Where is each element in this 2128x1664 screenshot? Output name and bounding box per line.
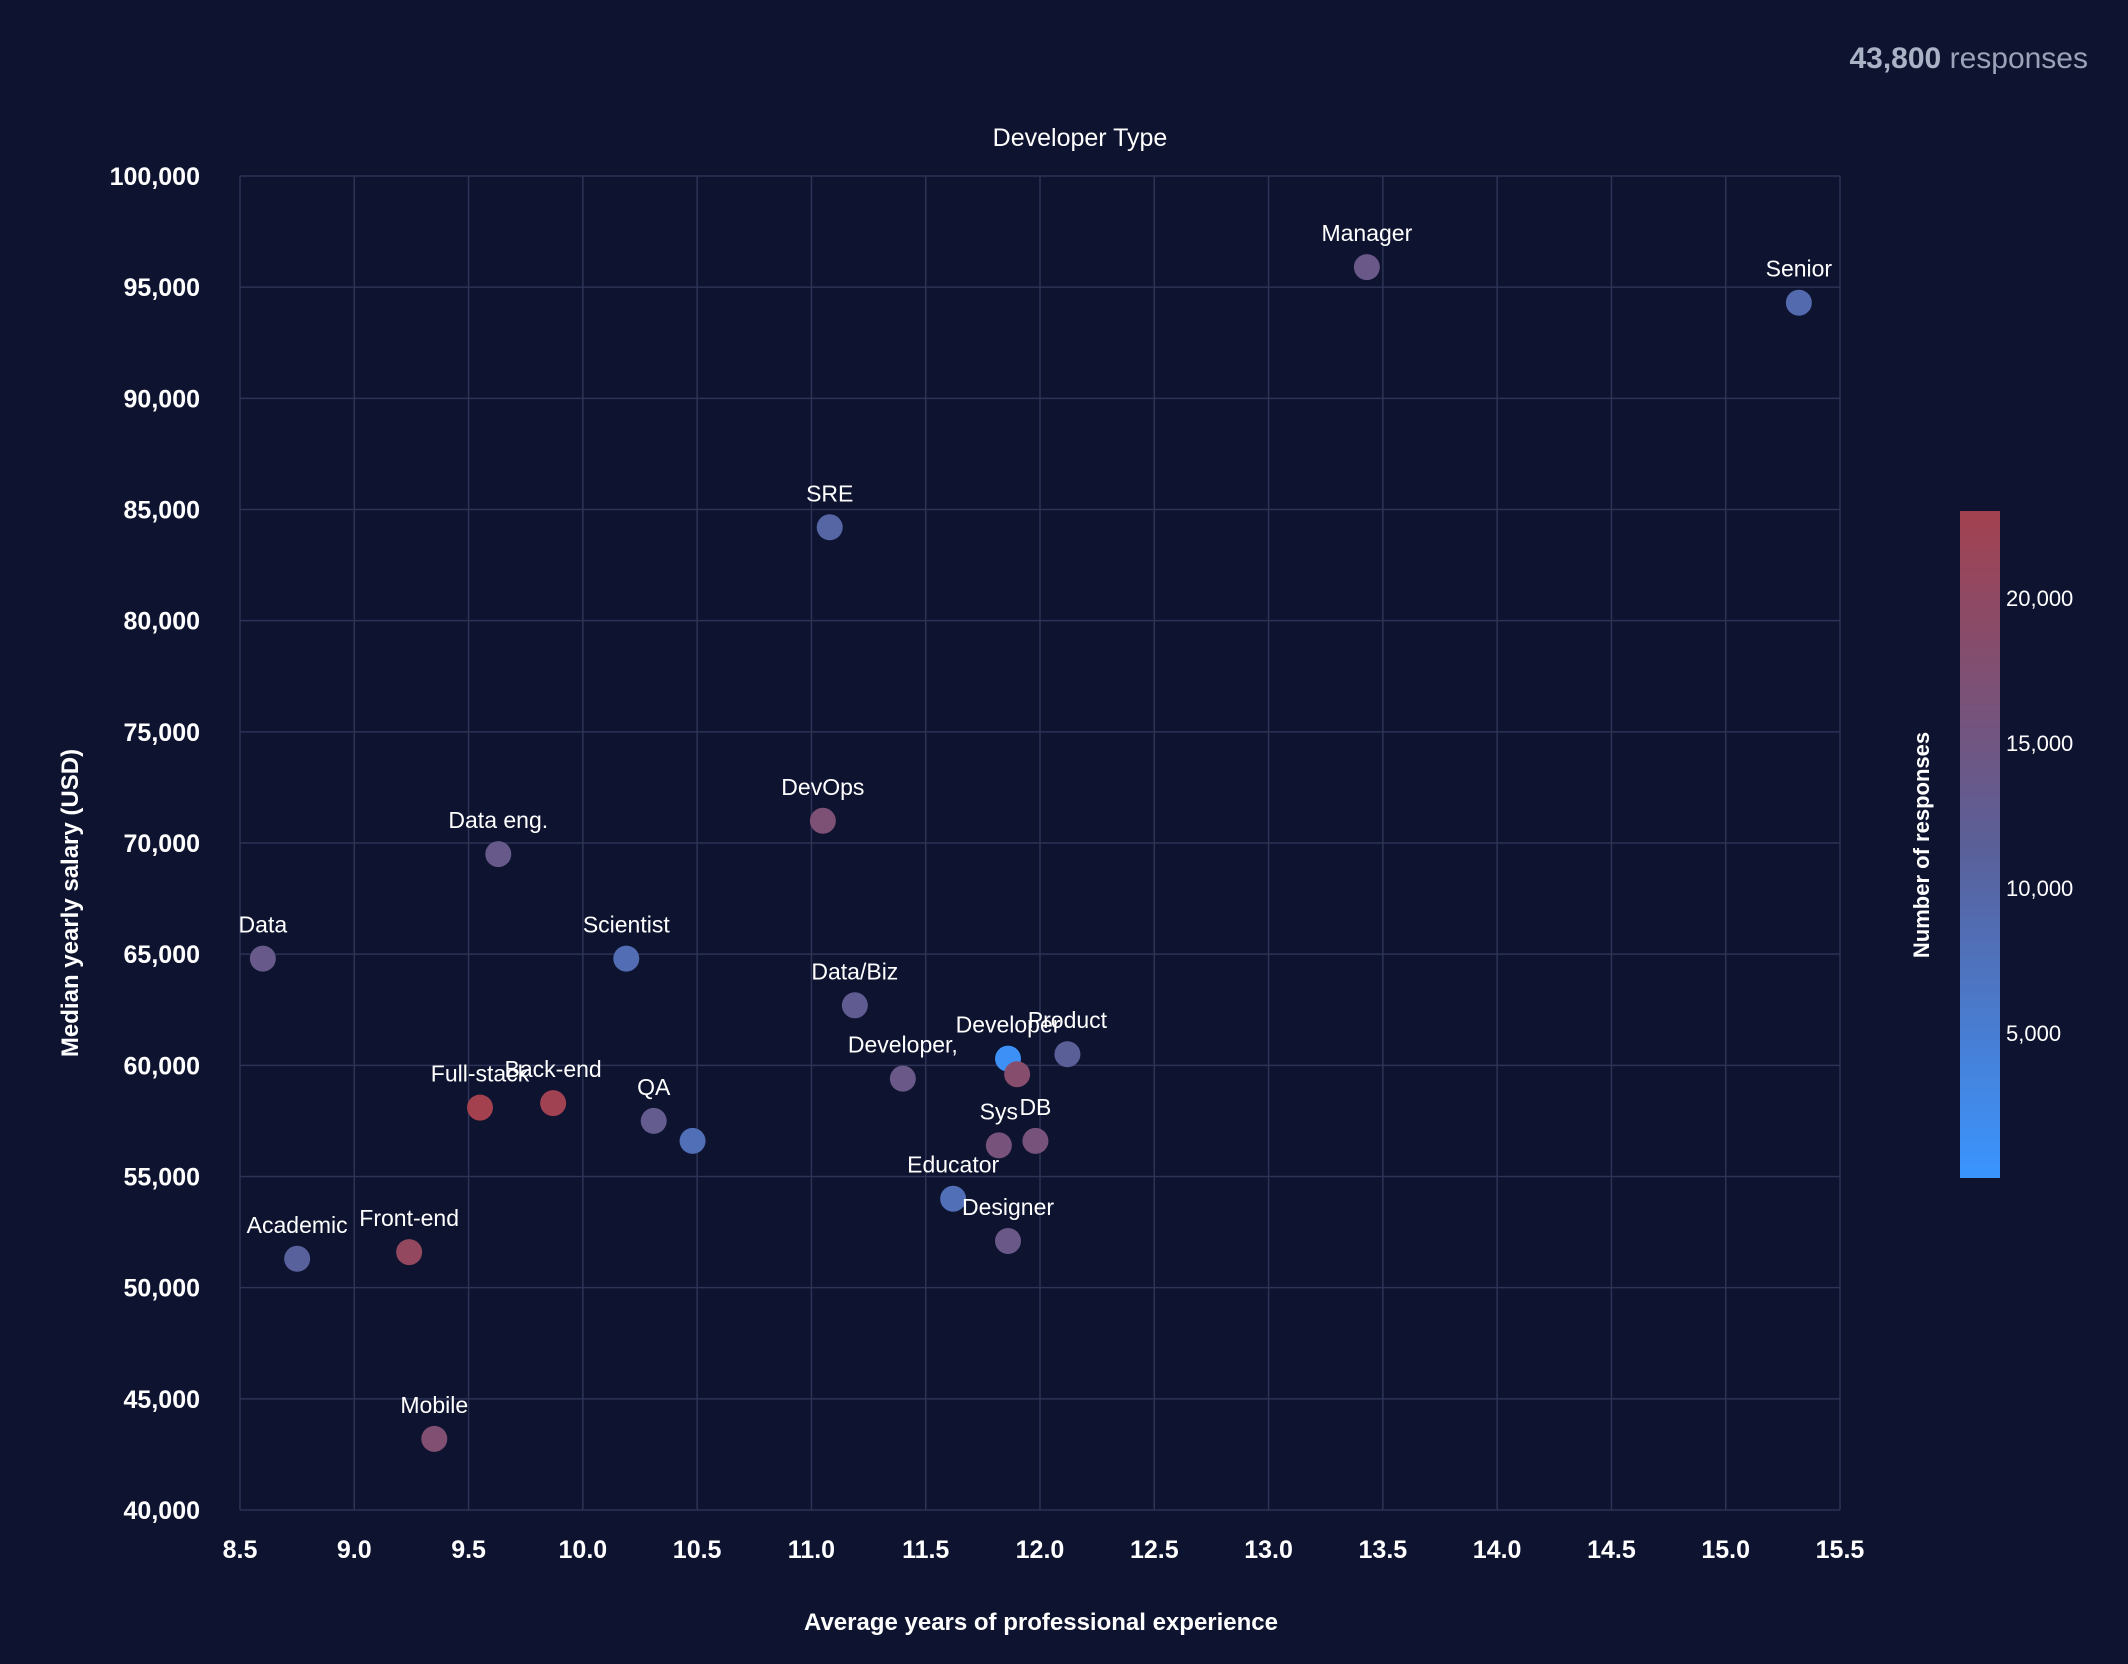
data-label: Manager <box>1321 220 1412 246</box>
x-tick-label: 11.0 <box>788 1536 835 1564</box>
y-tick-label: 45,000 <box>124 1386 200 1414</box>
data-point[interactable] <box>467 1094 493 1121</box>
data-point[interactable] <box>809 807 836 834</box>
data-point[interactable] <box>995 1227 1021 1254</box>
data-points <box>249 254 1812 1452</box>
chart-title: Developer Type <box>993 124 1168 152</box>
data-point[interactable] <box>284 1245 311 1272</box>
y-tick-label: 75,000 <box>124 719 200 747</box>
x-axis-label: Average years of professional experience <box>804 1609 1278 1636</box>
data-point[interactable] <box>485 841 512 868</box>
x-tick-label: 10.0 <box>559 1536 608 1564</box>
data-point[interactable] <box>889 1065 916 1092</box>
data-labels: Manager Senior SRE DevOps Data eng. Data Scien… <box>239 220 1833 1418</box>
colorbar-tick-label: 10,000 <box>2006 876 2073 901</box>
data-label: Data eng. <box>448 807 548 833</box>
data-point[interactable] <box>421 1425 448 1452</box>
y-tick-label: 50,000 <box>124 1275 200 1303</box>
y-tick-label: 85,000 <box>124 497 200 525</box>
data-point[interactable] <box>1785 289 1812 316</box>
data-label: Developer, <box>848 1032 958 1058</box>
x-tick-label: 14.0 <box>1473 1536 1522 1564</box>
data-label: Educator <box>907 1152 999 1178</box>
data-label: Data <box>239 912 288 938</box>
data-point[interactable] <box>1353 254 1380 281</box>
data-label: Data/Biz <box>811 958 898 984</box>
data-point[interactable] <box>1054 1041 1081 1068</box>
x-tick-label: 13.5 <box>1359 1536 1408 1564</box>
data-point[interactable] <box>1022 1127 1049 1154</box>
data-label: Mobile <box>400 1392 468 1418</box>
data-point[interactable] <box>613 945 640 972</box>
x-tick-label: 15.0 <box>1701 1536 1750 1564</box>
data-label: Scientist <box>583 912 671 938</box>
data-label: Back-end <box>505 1056 602 1082</box>
data-label: QA <box>637 1074 671 1100</box>
data-label: Sys <box>980 1098 1018 1124</box>
data-point[interactable] <box>816 514 843 541</box>
data-point[interactable] <box>985 1132 1012 1159</box>
colorbar-tick-label: 15,000 <box>2006 731 2073 756</box>
x-tick-label: 15.5 <box>1816 1536 1865 1564</box>
data-label: Senior <box>1766 256 1833 282</box>
y-axis-label: Median yearly salary (USD) <box>57 749 84 1057</box>
y-tick-label: 40,000 <box>124 1497 200 1525</box>
colorbar-label: Number of responses <box>1909 732 1934 958</box>
data-point[interactable] <box>640 1107 667 1134</box>
data-point[interactable] <box>679 1127 706 1154</box>
data-label: DB <box>1019 1094 1051 1120</box>
x-tick-label: 12.5 <box>1130 1536 1179 1564</box>
y-tick-label: 70,000 <box>124 830 200 858</box>
y-tick-label: 95,000 <box>124 274 200 302</box>
responses-count: 43,800 responses <box>1849 42 2088 76</box>
data-label: Full-stack <box>431 1061 530 1087</box>
x-tick-label: 11.5 <box>902 1536 949 1564</box>
colorbar-tick-label: 20,000 <box>2006 586 2073 611</box>
x-tick-label: 9.5 <box>451 1536 486 1564</box>
y-tick-label: 90,000 <box>124 385 200 413</box>
colorbar-ticks: 5,000 10,000 15,000 20,000 <box>2006 586 2073 1046</box>
x-tick-label: 9.0 <box>337 1536 372 1564</box>
responses-number: 43,800 <box>1849 42 1942 75</box>
y-tick-label: 55,000 <box>124 1164 200 1192</box>
colorbar-tick-label: 5,000 <box>2006 1021 2061 1046</box>
data-label: Academic <box>247 1212 348 1238</box>
x-tick-label: 8.5 <box>223 1536 258 1564</box>
x-axis-ticks: 8.5 9.0 9.5 10.0 10.5 11.0 11.5 12.0 12.5 13.0 13.… <box>223 1536 1865 1564</box>
x-tick-label: 14.5 <box>1587 1536 1636 1564</box>
grid <box>239 175 1841 1511</box>
data-label: Developer <box>956 1012 1061 1038</box>
data-label: Front-end <box>359 1205 459 1231</box>
data-point[interactable] <box>396 1239 423 1266</box>
responses-label: responses <box>1949 42 2088 75</box>
data-point[interactable] <box>940 1185 967 1212</box>
colorbar-gradient <box>1960 511 2000 1178</box>
x-tick-label: 12.0 <box>1016 1536 1065 1564</box>
data-label: Product <box>1028 1007 1108 1033</box>
data-label: DevOps <box>781 774 864 800</box>
y-tick-label: 65,000 <box>124 941 200 969</box>
data-label: SRE <box>806 480 853 506</box>
data-point[interactable] <box>841 992 868 1019</box>
x-tick-label: 10.5 <box>673 1536 722 1564</box>
y-tick-label: 80,000 <box>124 608 200 636</box>
y-axis-ticks: 40,000 45,000 50,000 55,000 60,000 65,000 70,0… <box>110 163 200 1525</box>
y-tick-label: 100,000 <box>110 163 200 191</box>
colorbar: Number of responses 5,000 10,000 15,000 20,… <box>1909 511 2073 1178</box>
y-tick-label: 60,000 <box>124 1052 200 1080</box>
x-tick-label: 13.0 <box>1244 1536 1293 1564</box>
data-label: Designer <box>962 1194 1054 1220</box>
data-point[interactable] <box>540 1090 567 1117</box>
data-point[interactable] <box>1004 1061 1031 1088</box>
data-point[interactable] <box>249 945 276 972</box>
